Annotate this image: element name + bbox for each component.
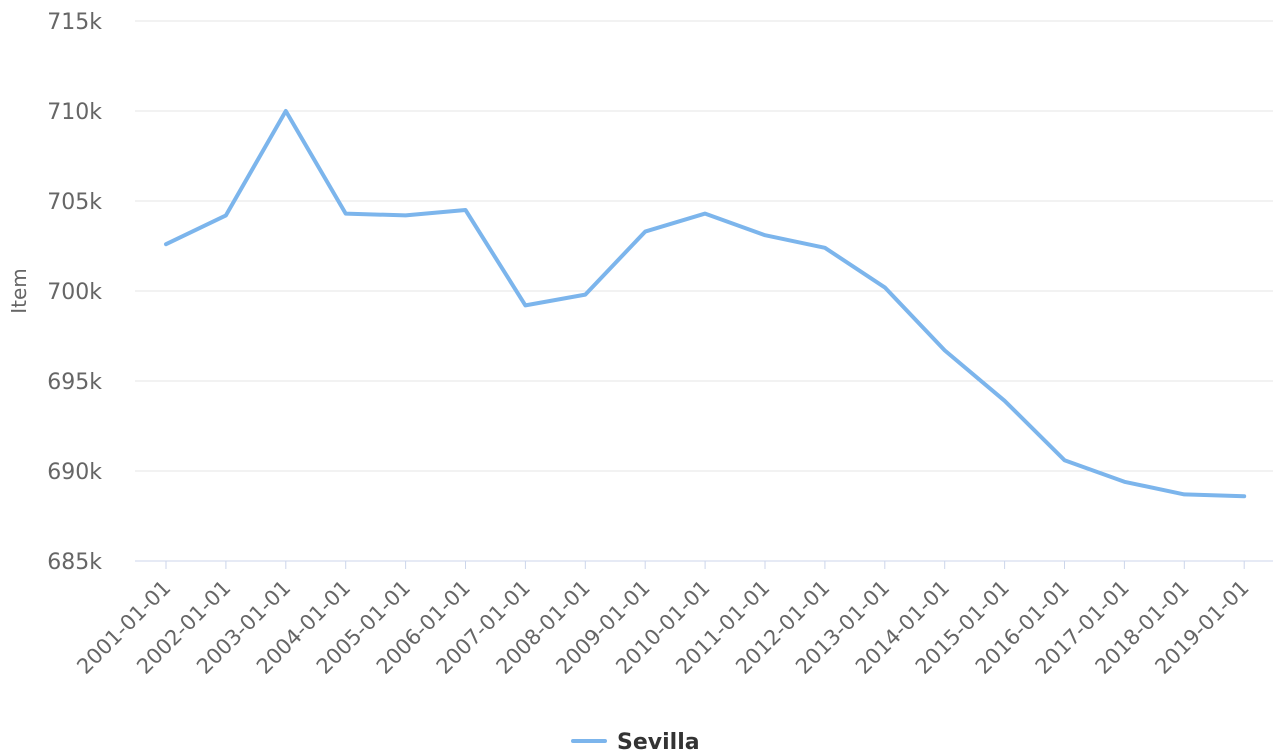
series-group [164,109,1247,499]
y-tick-label: 690k [47,460,102,485]
legend-label: Sevilla [617,730,700,755]
y-axis-ticks: 685k 690k 695k 700k 705k 710k 715k [47,10,102,575]
y-tick-label: 695k [47,370,102,395]
y-tick-label: 700k [47,280,102,305]
y-tick-label: 685k [47,550,102,575]
y-tick-label: 710k [47,100,102,125]
series-line-sevilla [164,109,1247,499]
y-axis-label: Item [7,268,31,314]
y-tick-label: 705k [47,190,102,215]
y-tick-label: 715k [47,10,102,35]
x-axis-ticks: 2001-01-012002-01-012003-01-012004-01-01… [72,561,1254,679]
legend[interactable]: Sevilla [571,730,700,755]
grid [135,20,1273,562]
